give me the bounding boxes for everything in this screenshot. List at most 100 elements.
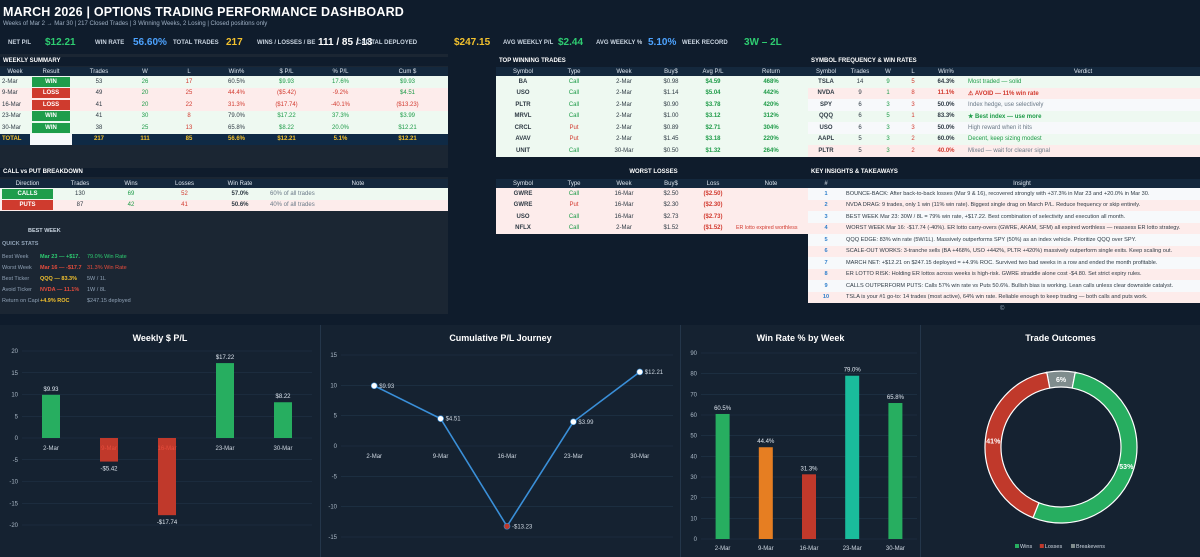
- insight-text: NVDA DRAG: 9 trades, only 1 win (11% win…: [844, 199, 1200, 211]
- table-cell: $1.00: [650, 110, 692, 122]
- table-cell: $0.98: [650, 76, 692, 88]
- table-cell: WIN: [30, 122, 72, 134]
- insight-number: 9: [808, 280, 844, 292]
- table-cell: $3.99: [367, 110, 448, 122]
- table-cell: Call: [550, 99, 598, 111]
- kpi-label: WIN RATE: [95, 40, 125, 46]
- table-cell: 41: [72, 99, 126, 111]
- y-tick-label: 5: [15, 414, 19, 420]
- column-header: Avg P/L: [692, 67, 734, 76]
- data-label: $4.51: [446, 417, 462, 423]
- table-cell: 2-Mar: [598, 110, 650, 122]
- insight-text: WORST WEEK Mar 16: -$17.74 (-40%). ER lo…: [844, 222, 1200, 234]
- y-tick-label: 10: [690, 516, 697, 522]
- insight-number: 10: [808, 291, 844, 303]
- table-cell: 3: [900, 122, 926, 134]
- table-row: 5 QQQ EDGE: 83% win rate (5W/1L). Massive…: [808, 234, 1200, 246]
- column-header: Return: [734, 67, 808, 76]
- quick-stat-key: Best Ticker: [2, 276, 30, 282]
- y-tick-label: 0: [334, 444, 338, 450]
- data-point: [437, 415, 444, 422]
- column-header: Trades: [55, 179, 105, 188]
- table-cell: 14: [844, 76, 876, 88]
- result-badge: WIN: [32, 111, 70, 122]
- table-row: UNIT Call 30-Mar $0.50 $1.32 264%: [496, 145, 808, 157]
- table-row: 3 BEST WEEK Mar 23: 30W / 8L = 79% win ra…: [808, 211, 1200, 223]
- column-header: W: [876, 67, 900, 76]
- x-tick-label: 16-Mar: [799, 546, 818, 552]
- x-tick-label: 9-Mar: [433, 454, 449, 460]
- legend-label: Wins: [1020, 544, 1032, 550]
- table-cell: AVAV: [496, 133, 550, 145]
- table-row: PLTR Call 2-Mar $0.90 $3.78 420%: [496, 99, 808, 111]
- insights-table: # Insight 1 BOUNCE-BACK: After back-to-back…: [808, 179, 1200, 303]
- table-row: SPY 6 3 3 50.0% Index hedge, use selectively: [808, 99, 1200, 111]
- table-cell: 3: [876, 145, 900, 157]
- data-label: 79.0%: [844, 368, 862, 374]
- table-cell: $2.73: [650, 211, 692, 223]
- column-header: Buy$: [650, 67, 692, 76]
- quick-stat-detail: 5W / 1L: [87, 276, 106, 282]
- result-badge: LOSS: [32, 88, 70, 99]
- table-cell: $1.45: [650, 133, 692, 145]
- table-cell: 442%: [734, 87, 808, 99]
- data-label: 44.4%: [757, 439, 775, 445]
- insight-text: SCALE-OUT WORKS: 3-tranche sells (BA +46…: [844, 245, 1200, 257]
- table-cell: Call: [550, 222, 598, 234]
- slice-label: 6%: [1056, 377, 1067, 384]
- kpi-label: TOTAL TRADES: [173, 40, 219, 46]
- table-cell: Call: [550, 188, 598, 200]
- table-cell: 2: [900, 145, 926, 157]
- legend-label: Breakevens: [1076, 544, 1105, 550]
- table-cell: $4.59: [692, 76, 734, 88]
- kpi-label: CAPITAL DEPLOYED: [357, 40, 418, 46]
- table-cell: UNIT: [496, 145, 550, 157]
- total-cell: $12.21: [259, 133, 314, 145]
- kpi-value: 3W – 2L: [744, 37, 782, 48]
- outcomes-title: Trade Outcomes: [1025, 333, 1096, 343]
- y-tick-label: 20: [690, 496, 697, 502]
- x-tick-label: 9-Mar: [101, 446, 117, 452]
- legend-label: Losses: [1045, 544, 1063, 550]
- table-row: 6 SCALE-OUT WORKS: 3-tranche sells (BA +4…: [808, 245, 1200, 257]
- bar: [845, 375, 860, 539]
- kpi-label: AVG WEEKLY P/L: [503, 40, 554, 46]
- table-cell: 1: [876, 87, 900, 99]
- column-header: Week: [0, 67, 30, 76]
- table-row: GWRE Put 16-Mar $2.30 ($2.30): [496, 199, 808, 211]
- table-cell: 9: [876, 76, 900, 88]
- table-cell: $2.50: [650, 188, 692, 200]
- table-cell: 87: [55, 199, 105, 211]
- table-cell: 3: [900, 99, 926, 111]
- table-cell: Index hedge, use selectively: [966, 99, 1200, 111]
- y-tick-label: 30: [690, 475, 697, 481]
- slice-label: 41%: [986, 439, 1001, 446]
- table-cell: CRCL: [496, 122, 550, 134]
- table-row: CRCL Put 2-Mar $0.89 $2.71 304%: [496, 122, 808, 134]
- insight-number: 8: [808, 268, 844, 280]
- table-row: 2 NVDA DRAG: 9 trades, only 1 win (11% wi…: [808, 199, 1200, 211]
- table-cell: NVDA: [808, 87, 844, 99]
- table-cell: 2-Mar: [598, 87, 650, 99]
- table-cell: Call: [550, 145, 598, 157]
- column-header: Type: [550, 179, 598, 188]
- column-header: Verdict: [966, 67, 1200, 76]
- column-header: Losses: [157, 179, 212, 188]
- column-header: Wins: [105, 179, 157, 188]
- total-cell: TOTAL: [0, 133, 30, 145]
- table-cell: 3: [876, 99, 900, 111]
- insight-number: 3: [808, 211, 844, 223]
- y-tick-label: -15: [9, 501, 18, 507]
- bar: [888, 403, 903, 539]
- table-cell: 9: [844, 87, 876, 99]
- table-row: USO Call 2-Mar $1.14 $5.04 442%: [496, 87, 808, 99]
- table-cell: 6: [844, 122, 876, 134]
- y-tick-label: 60: [690, 413, 697, 419]
- total-cell: 111: [126, 133, 164, 145]
- data-label: 60.5%: [714, 406, 732, 412]
- table-cell: Decent, keep sizing modest: [966, 133, 1200, 145]
- cumulative-title: Cumulative P/L Journey: [449, 333, 552, 343]
- bar: [158, 438, 176, 516]
- table-cell: 130: [55, 188, 105, 200]
- page-title: MARCH 2026 | OPTIONS TRADING PERFORMANCE…: [3, 5, 405, 19]
